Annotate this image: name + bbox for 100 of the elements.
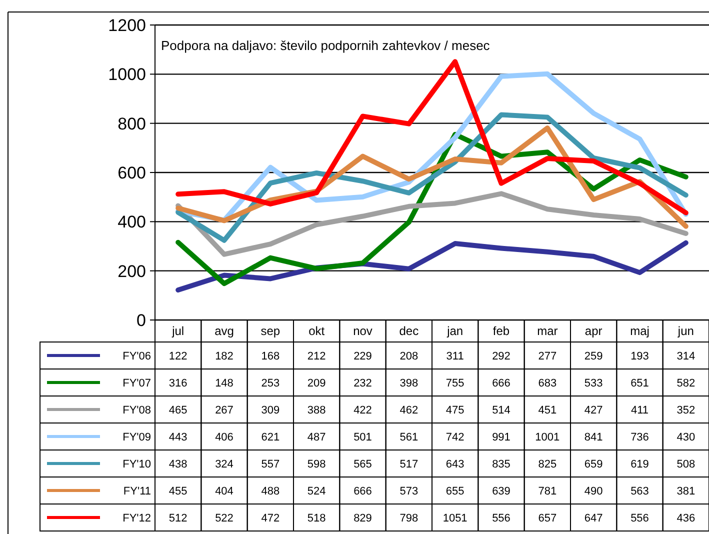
data-label: 253 xyxy=(261,377,280,390)
data-label: 465 xyxy=(168,404,188,416)
data-label: 352 xyxy=(676,404,696,416)
data-label: 556 xyxy=(492,512,510,524)
legend-label: FY'11 xyxy=(123,485,151,498)
data-label: 755 xyxy=(446,377,464,390)
data-label: 422 xyxy=(354,404,372,416)
data-label: 563 xyxy=(630,485,649,498)
data-label: 436 xyxy=(676,512,696,524)
data-label: 487 xyxy=(307,431,326,444)
data-label: 229 xyxy=(354,350,372,362)
x-tick-label: sep xyxy=(260,324,280,338)
y-tick-label: 800 xyxy=(118,114,146,134)
data-label: 657 xyxy=(538,512,557,524)
legend-label: FY'08 xyxy=(122,404,151,416)
y-tick-label: 1000 xyxy=(108,65,146,84)
data-label: 314 xyxy=(676,350,696,362)
data-label: 556 xyxy=(630,512,649,524)
data-label: 292 xyxy=(492,350,510,362)
data-label: 430 xyxy=(676,431,696,444)
data-label: 798 xyxy=(400,512,418,524)
data-label: 193 xyxy=(630,350,649,362)
data-label: 443 xyxy=(168,431,188,444)
data-label: 212 xyxy=(307,350,326,362)
x-tick-label: jul xyxy=(171,324,184,338)
data-label: 659 xyxy=(584,458,603,470)
data-label: 168 xyxy=(261,350,280,362)
data-label: 736 xyxy=(630,431,649,444)
data-label: 209 xyxy=(307,377,326,390)
x-tick-label: mar xyxy=(537,324,558,338)
data-label: 651 xyxy=(630,377,649,390)
data-label: 742 xyxy=(446,431,464,444)
data-label: 522 xyxy=(215,512,234,524)
data-label: 277 xyxy=(538,350,557,362)
data-label: 398 xyxy=(400,377,418,390)
data-label: 841 xyxy=(584,431,603,444)
data-label: 835 xyxy=(492,458,510,470)
data-label: 455 xyxy=(168,485,188,498)
data-label: 565 xyxy=(354,458,372,470)
x-tick-label: jan xyxy=(446,324,464,338)
data-label: 148 xyxy=(215,377,234,390)
data-label: 182 xyxy=(215,350,234,362)
data-label: 639 xyxy=(492,485,510,498)
data-label: 490 xyxy=(584,485,603,498)
data-label: 666 xyxy=(492,377,510,390)
data-label: 259 xyxy=(584,350,603,362)
data-label: 512 xyxy=(168,512,188,524)
data-label: 267 xyxy=(215,404,234,416)
y-tick-label: 400 xyxy=(118,212,146,232)
data-label: 829 xyxy=(354,512,372,524)
data-label: 619 xyxy=(630,458,649,470)
y-tick-label: 200 xyxy=(118,262,146,281)
data-label: 582 xyxy=(676,377,696,390)
data-label: 524 xyxy=(307,485,326,498)
data-label: 438 xyxy=(168,458,188,470)
data-label: 655 xyxy=(446,485,464,498)
legend-label: FY'06 xyxy=(122,350,151,362)
data-label: 991 xyxy=(492,431,510,444)
y-tick-label: 600 xyxy=(118,163,146,182)
data-label: 781 xyxy=(538,485,557,498)
text: Podpora na daljavo: število podpornih zahtevkov / mesec xyxy=(161,38,490,53)
data-label: 621 xyxy=(261,431,280,444)
data-label: 557 xyxy=(261,458,280,470)
data-label: 1001 xyxy=(535,431,560,444)
data-label: 316 xyxy=(168,377,188,390)
data-label: 501 xyxy=(354,431,372,444)
data-label: 232 xyxy=(354,377,372,390)
data-label: 324 xyxy=(215,458,234,470)
x-tick-label: apr xyxy=(584,324,602,338)
data-label: 472 xyxy=(261,512,280,524)
data-label: 311 xyxy=(446,350,464,362)
x-tick-label: okt xyxy=(308,324,326,338)
legend-label: FY'10 xyxy=(122,458,151,470)
data-label: 561 xyxy=(400,431,418,444)
legend-label: FY'09 xyxy=(122,431,151,444)
data-label: 573 xyxy=(400,485,418,498)
x-tick-label: feb xyxy=(492,324,510,338)
data-label: 533 xyxy=(584,377,603,390)
x-tick-label: nov xyxy=(353,324,372,338)
data-label: 404 xyxy=(215,485,234,498)
legend-label: FY'07 xyxy=(122,377,151,390)
data-label: 518 xyxy=(307,512,326,524)
data-label: 666 xyxy=(354,485,372,498)
data-label: 488 xyxy=(261,485,280,498)
data-label: 683 xyxy=(538,377,557,390)
data-label: 508 xyxy=(676,458,696,470)
data-label: 388 xyxy=(307,404,326,416)
x-tick-label: dec xyxy=(399,324,419,338)
data-label: 208 xyxy=(400,350,418,362)
data-label: 406 xyxy=(215,431,234,444)
data-label: 825 xyxy=(538,458,557,470)
legend-label: FY'12 xyxy=(122,512,151,524)
data-label: 514 xyxy=(492,404,510,416)
data-label: 451 xyxy=(538,404,557,416)
data-label: 598 xyxy=(307,458,326,470)
data-label: 1051 xyxy=(442,512,468,524)
data-label: 643 xyxy=(446,458,464,470)
data-label: 462 xyxy=(400,404,418,416)
y-tick-label: 0 xyxy=(136,310,146,330)
data-label: 475 xyxy=(446,404,464,416)
